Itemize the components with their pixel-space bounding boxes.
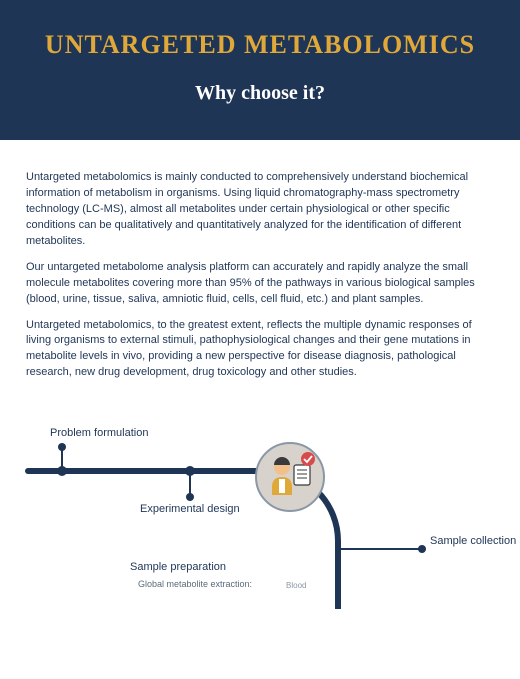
workflow-diagram: Problem formulation Experimental design …	[0, 409, 520, 609]
page-title: UNTARGETED METABOLOMICS	[20, 30, 500, 60]
step-label-design: Experimental design	[140, 503, 240, 515]
paragraph: Untargeted metabolomics is mainly conduc…	[26, 170, 494, 250]
step-tiny-blood: Blood	[286, 581, 306, 590]
body-text: Untargeted metabolomics is mainly conduc…	[0, 140, 520, 401]
step-label-preparation: Sample preparation	[130, 561, 226, 573]
step-label-collection: Sample collection	[430, 535, 516, 547]
page-subtitle: Why choose it?	[20, 82, 500, 105]
diagram-svg	[0, 409, 520, 609]
paragraph: Our untargeted metabolome analysis platf…	[26, 260, 494, 308]
step-sublabel-extraction: Global metabolite extraction:	[138, 579, 252, 589]
step-label-problem: Problem formulation	[50, 427, 148, 439]
paragraph: Untargeted metabolomics, to the greatest…	[26, 318, 494, 382]
header: UNTARGETED METABOLOMICS Why choose it?	[0, 0, 520, 140]
